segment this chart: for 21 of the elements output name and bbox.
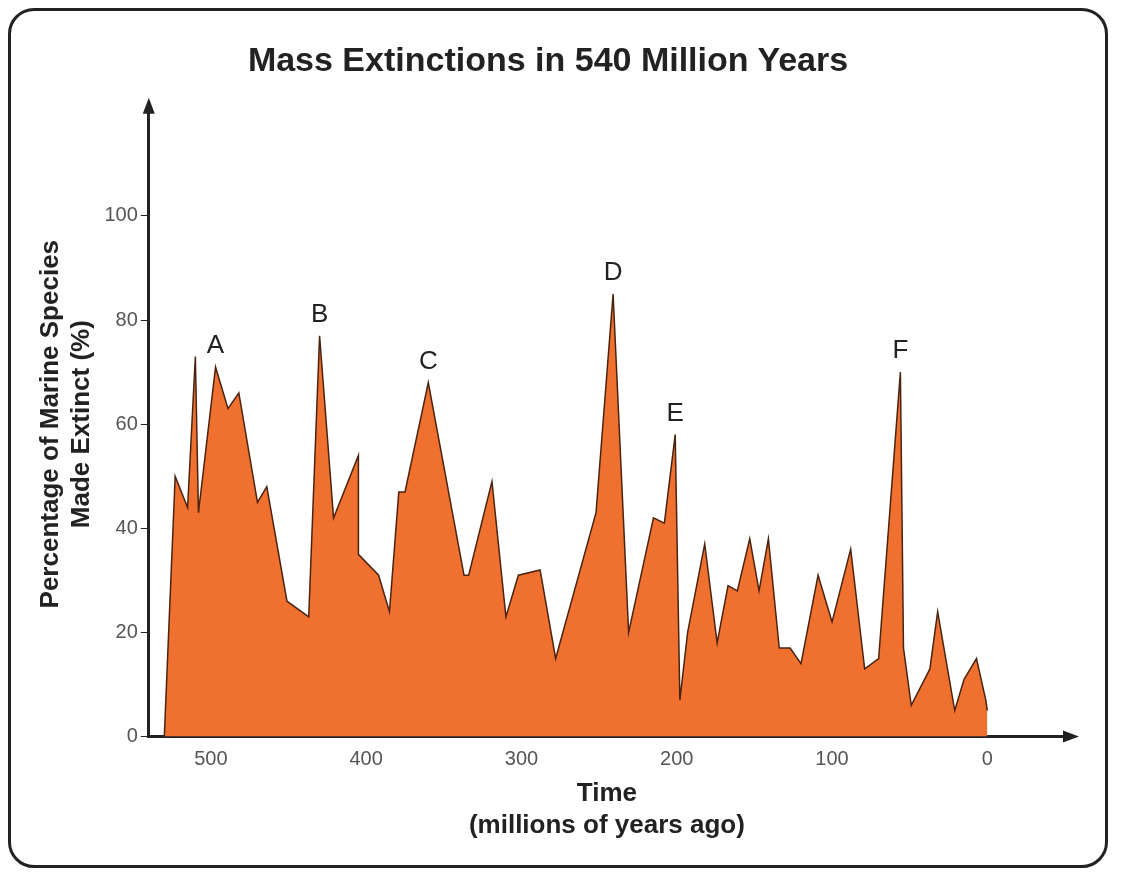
x-tick-label: 200 [660,747,694,770]
y-tick-label: 0 [126,724,138,747]
x-axis-title: Time (millions of years ago) [468,777,745,839]
annotation: D [603,256,623,287]
annotation: A [206,329,225,360]
x-tick-label: 400 [349,747,383,770]
chart-title: Mass Extinctions in 540 Million Years [247,39,849,78]
y-tick-label: 60 [115,411,138,434]
annotation: F [892,334,909,365]
x-tick-label: 300 [504,747,539,770]
y-tick-label: 20 [115,619,138,642]
annotation: C [418,344,438,375]
x-tick-label: 100 [815,747,849,770]
y-axis-title: Percentage of Marine Species Made Extinct (%) [33,239,95,609]
annotation: B [310,297,329,328]
x-tick-label: 0 [981,747,993,770]
y-tick-label: 100 [104,203,138,226]
x-tick-label: 500 [194,747,228,770]
y-tick-label: 40 [115,515,138,538]
y-tick-label: 80 [115,307,138,330]
annotation: E [666,396,684,427]
